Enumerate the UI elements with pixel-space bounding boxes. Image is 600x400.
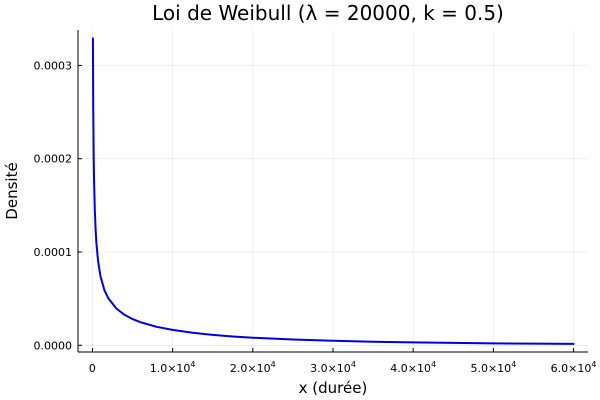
y-tick-label: 0.0001	[34, 246, 73, 259]
y-axis-label: Densité	[3, 162, 21, 219]
y-tick-label: 0.0003	[34, 59, 73, 72]
x-tick-label: 3.0×104	[310, 360, 356, 375]
grid-lines	[78, 30, 588, 352]
x-tick-label: 4.0×104	[390, 360, 436, 375]
x-tick-label: 5.0×104	[470, 360, 516, 375]
y-tick-label: 0.0000	[34, 339, 73, 352]
x-tick-label: 2.0×104	[230, 360, 276, 375]
x-tick-label: 0	[89, 362, 96, 375]
chart-title: Loi de Weibull (λ = 20000, k = 0.5)	[152, 1, 504, 25]
x-axis-label: x (durée)	[299, 379, 368, 397]
density-curve	[91, 37, 575, 345]
x-ticks: 0 1.0×104 2.0×104 3.0×104 4.0×104 5.0×104 6.0×…	[89, 348, 597, 375]
x-tick-label: 1.0×104	[150, 360, 196, 375]
x-tick-label: 6.0×104	[551, 360, 597, 375]
y-tick-label: 0.0002	[34, 153, 73, 166]
y-ticks: 0.0000 0.0001 0.0002 0.0003	[34, 59, 82, 352]
series-layer	[91, 37, 575, 345]
